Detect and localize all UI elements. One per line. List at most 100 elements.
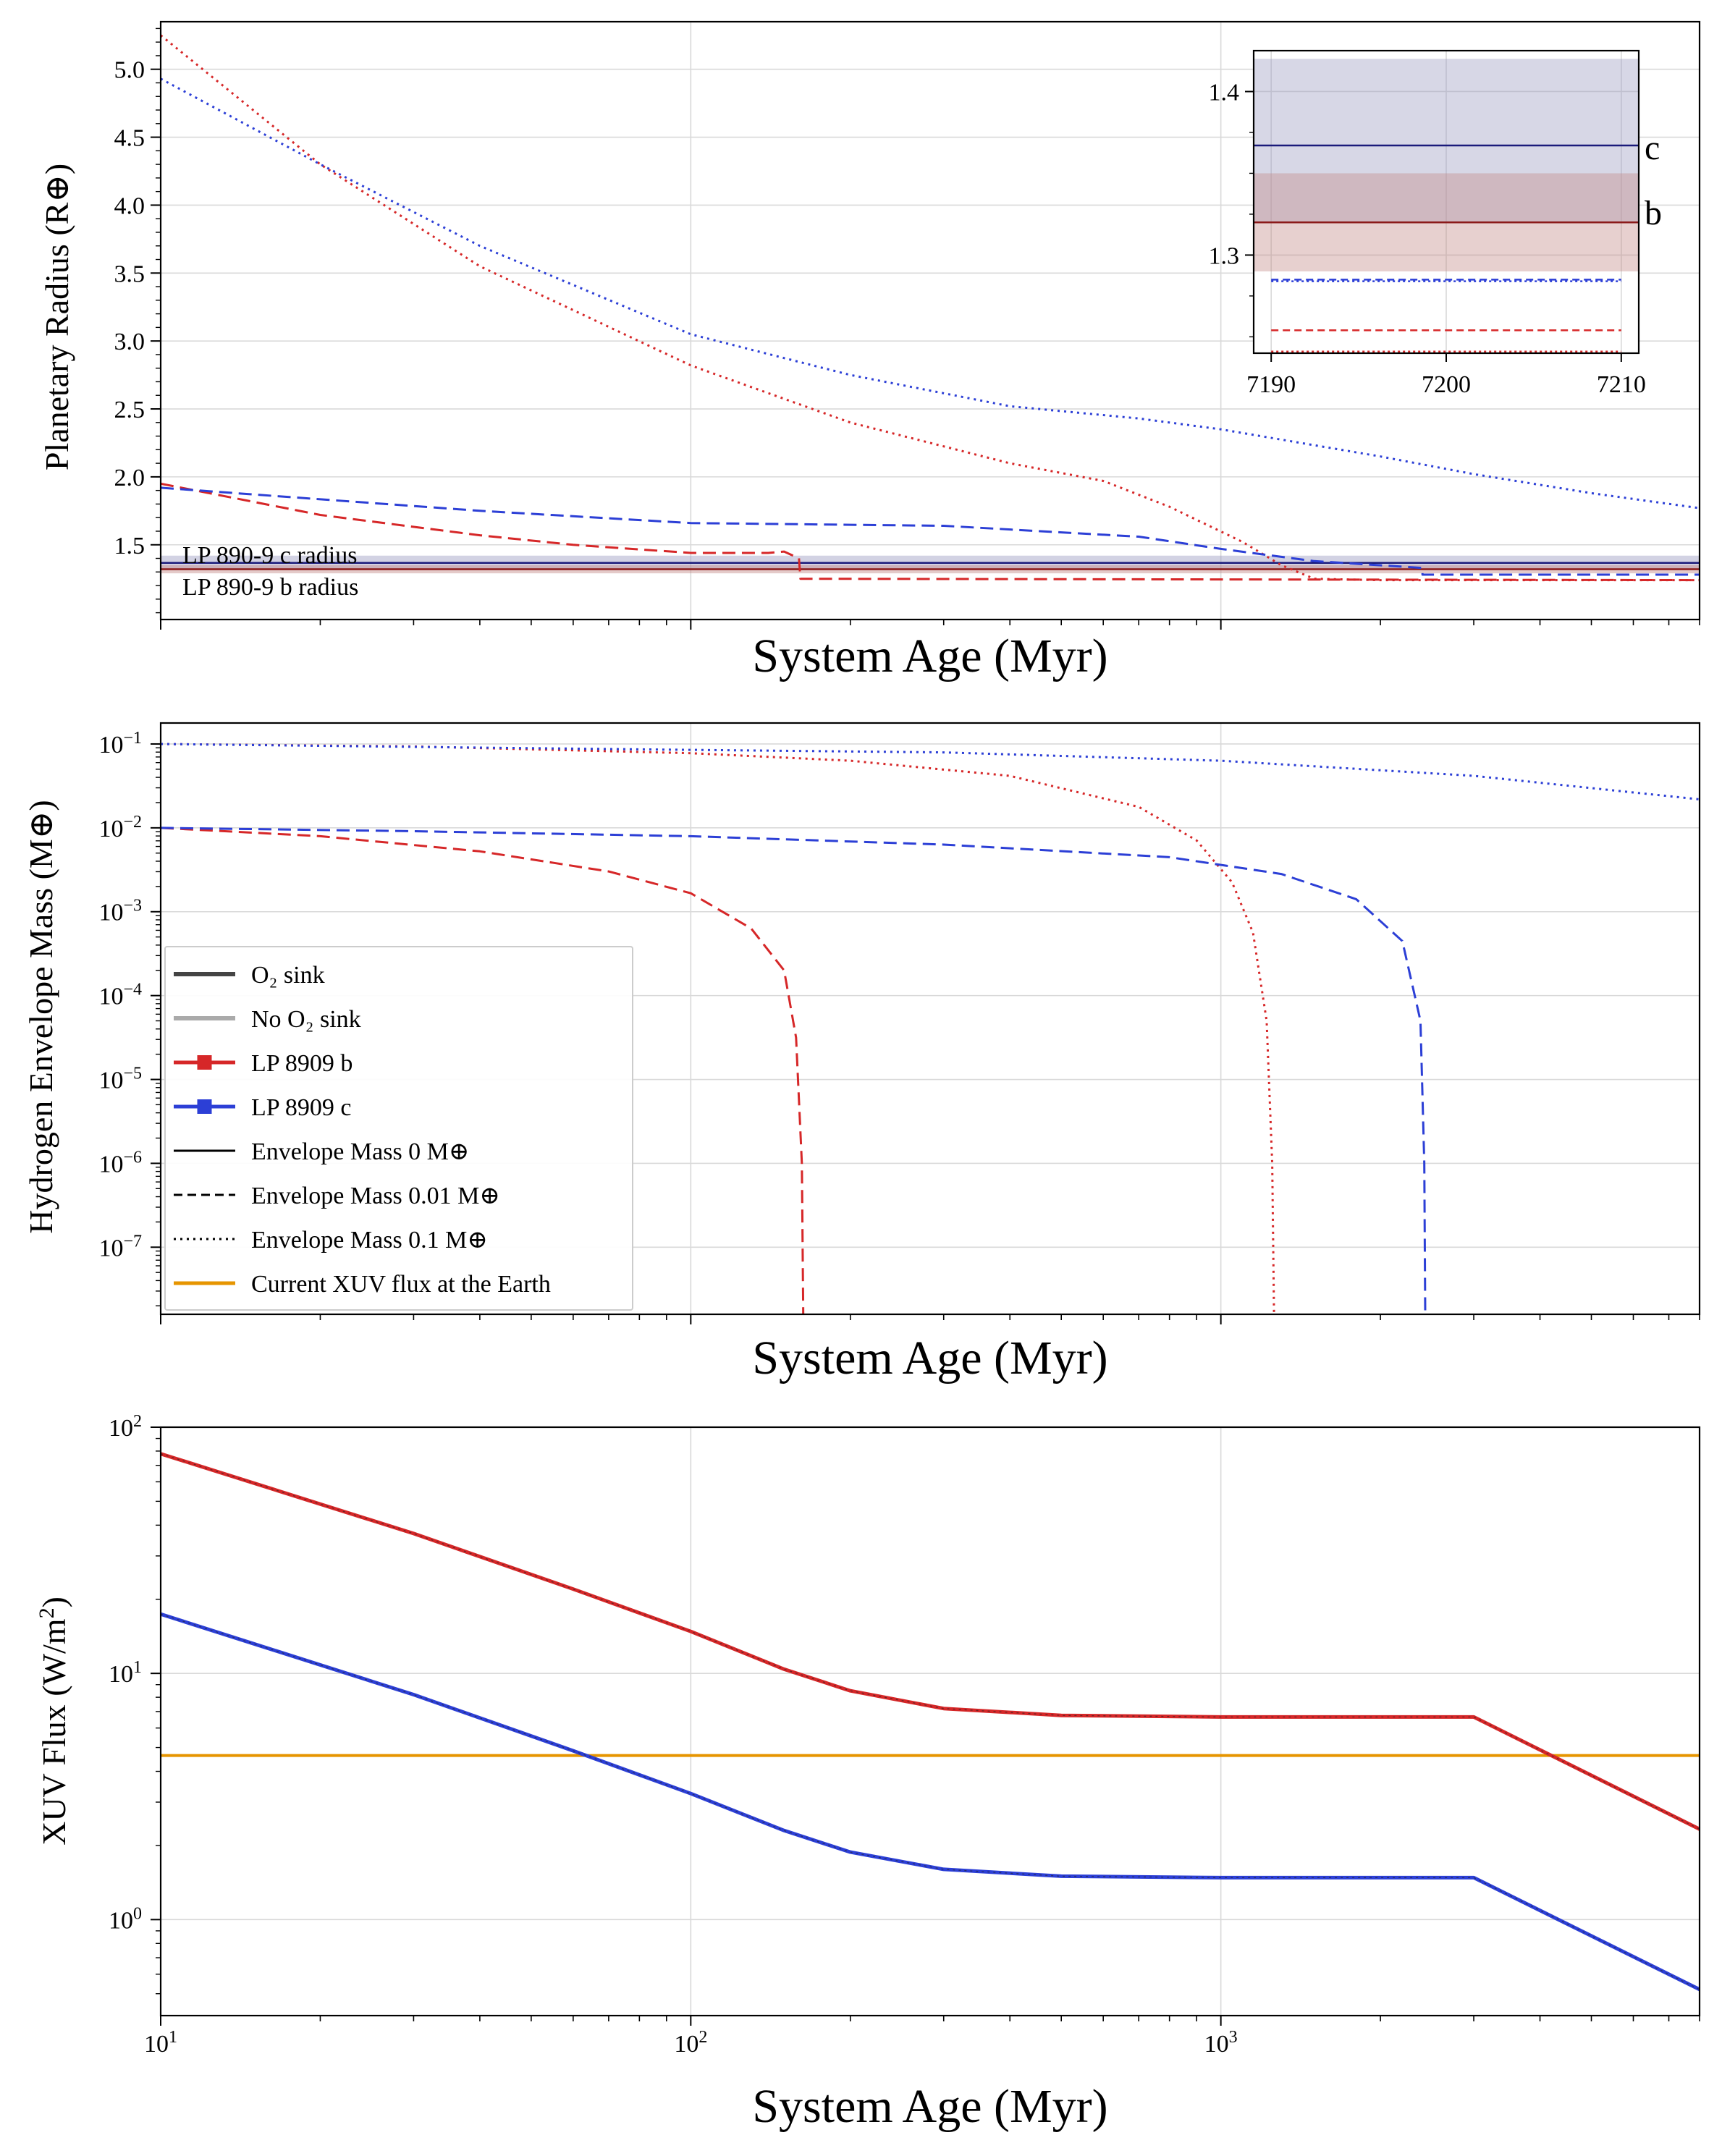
radius-series-c-dashed [160,486,1700,576]
xuv-axes-frame [159,1426,1701,2017]
xuv-y-axis-label: XUV Flux (W/m2) [35,1597,73,1846]
xuv-series-b [160,1452,1701,1831]
y-tick-label: 10−4 [98,981,142,1010]
xuv-y-axis-label-sup: 2 [35,1607,59,1618]
xuv-series-overlay-c [160,1613,1700,1990]
radius-panel: 1.5 2.0 2.5 3.0 3.5 4.0 4.5 5.0 LP 890-9 c radi… [38,20,1701,682]
radius-ticks: 1.5 2.0 2.5 3.0 3.5 4.0 4.5 5.0 [114,28,1700,630]
xuv-series [160,1452,1701,1992]
y-tick-label: 4.0 [114,193,145,219]
b-radius-annotation: LP 890-9 b radius [182,574,358,601]
envelope-series-b-dotted [160,743,1275,1315]
x-tick-base: 10 [144,2031,169,2058]
y-tick-label: 1.5 [114,533,145,559]
radius-y-axis-label: Planetary Radius (R⊕) [38,164,75,470]
inset-x-tick-label: 7210 [1597,371,1646,398]
legend-marker-c [197,1099,212,1114]
radius-inset: 7190 7200 7210 1.3 1.4 c b [1209,49,1662,398]
y-tick-base: 10 [98,984,123,1010]
envelope-series-b-dashed [160,827,805,1315]
inset-label-c: c [1645,129,1660,167]
y-tick-base: 10 [98,732,123,758]
xuv-y-axis-label-text: XUV Flux (W/m [35,1618,72,1846]
envelope-x-axis-label: System Age (Myr) [752,1332,1107,1385]
y-tick-label: 10−2 [98,813,142,842]
x-tick-exponent: 1 [169,2028,177,2047]
y-tick-base: 10 [109,1907,133,1934]
legend-label-dotted: Envelope Mass 0.1 M⊕ [251,1227,488,1254]
legend-items: O₂ sink No O₂ sink LP 8909 b LP 8909 c Envel… [174,962,551,1298]
y-tick-exponent: −7 [123,1232,142,1251]
y-tick-label: 10−7 [98,1232,142,1261]
y-tick-label: 3.0 [114,329,145,355]
legend-label-solid: Envelope Mass 0 M⊕ [251,1138,469,1165]
y-tick-exponent: 1 [133,1658,142,1677]
radius-x-axis-label: System Age (Myr) [752,630,1107,682]
inset-ticks: 7190 7200 7210 1.3 1.4 [1209,79,1646,398]
envelope-y-axis-label: Hydrogen Envelope Mass (M⊕) [22,800,59,1233]
legend-label-noo2: No O₂ sink [251,1006,361,1033]
y-tick-label: 10−1 [98,729,142,758]
y-tick-base: 10 [98,1235,123,1261]
y-tick-base: 10 [98,1151,123,1178]
x-tick-exponent: 3 [1229,2028,1238,2047]
y-tick-label: 2.5 [114,397,145,423]
xuv-x-axis-label: System Age (Myr) [752,2080,1107,2133]
legend-label-b: LP 8909 b [251,1050,353,1077]
radius-series-b-dashed [160,482,1700,582]
legend-label-earth: Current XUV flux at the Earth [251,1271,551,1298]
xuv-series-c [160,1612,1701,1992]
y-tick-exponent: 2 [133,1412,142,1431]
y-tick-label: 4.5 [114,125,145,152]
y-tick-base: 10 [98,900,123,926]
inset-gridlines [1254,51,1639,353]
radius-series-b-dotted [160,34,1700,582]
legend-box [164,946,633,1311]
legend-label-c: LP 8909 c [251,1094,352,1121]
legend-label-dashed: Envelope Mass 0.01 M⊕ [251,1183,500,1209]
y-tick-label: 10−5 [98,1065,142,1094]
inset-y-tick-label: 1.4 [1209,79,1240,106]
y-tick-exponent: −3 [123,897,142,916]
y-tick-exponent: 0 [133,1904,142,1923]
legend: O₂ sink No O₂ sink LP 8909 b LP 8909 c Envel… [164,946,633,1311]
envelope-ticks: 10−110−210−310−410−510−610−7 [98,729,1700,1324]
envelope-series-c-dashed [160,827,1427,1315]
x-tick-base: 10 [1204,2031,1229,2058]
y-tick-label: 100 [109,1904,142,1934]
y-tick-base: 10 [98,1068,123,1094]
y-tick-exponent: −5 [123,1065,142,1083]
xuv-y-axis-label-close: ) [35,1597,72,1607]
radius-reference-bands [161,555,1700,574]
x-tick-exponent: 2 [698,2028,707,2047]
inset-bands [1254,59,1639,272]
inset-x-tick-label: 7190 [1246,371,1296,398]
legend-marker-b [197,1055,212,1070]
xuv-gridlines [160,1426,1700,2016]
y-tick-label: 101 [109,1658,142,1688]
c-radius-annotation: LP 890-9 c radius [182,542,357,569]
envelope-series [160,743,1700,1315]
xuv-series-overlay-b [160,1453,1700,1830]
y-tick-exponent: −2 [123,813,142,832]
envelope-series-c-dotted [160,743,1700,800]
inset-y-tick-label: 1.3 [1209,242,1240,269]
legend-label-o2: O₂ sink [251,962,325,989]
inset-x-tick-label: 7200 [1422,371,1471,398]
y-tick-label: 3.5 [114,261,145,287]
y-tick-label: 2.0 [114,465,145,491]
y-tick-label: 102 [109,1412,142,1442]
radius-series [160,34,1700,582]
y-tick-exponent: −6 [123,1148,142,1167]
x-tick-label: 101 [144,2028,177,2058]
y-tick-label: 10−3 [98,897,142,926]
x-tick-label: 102 [674,2028,707,2058]
envelope-axes-frame [159,722,1701,1316]
envelope-panel: 10−110−210−310−410−510−610−7 System Age … [22,722,1701,1385]
inset-band-c [1254,59,1639,223]
y-tick-base: 10 [109,1661,133,1688]
inset-series [1254,144,1639,352]
